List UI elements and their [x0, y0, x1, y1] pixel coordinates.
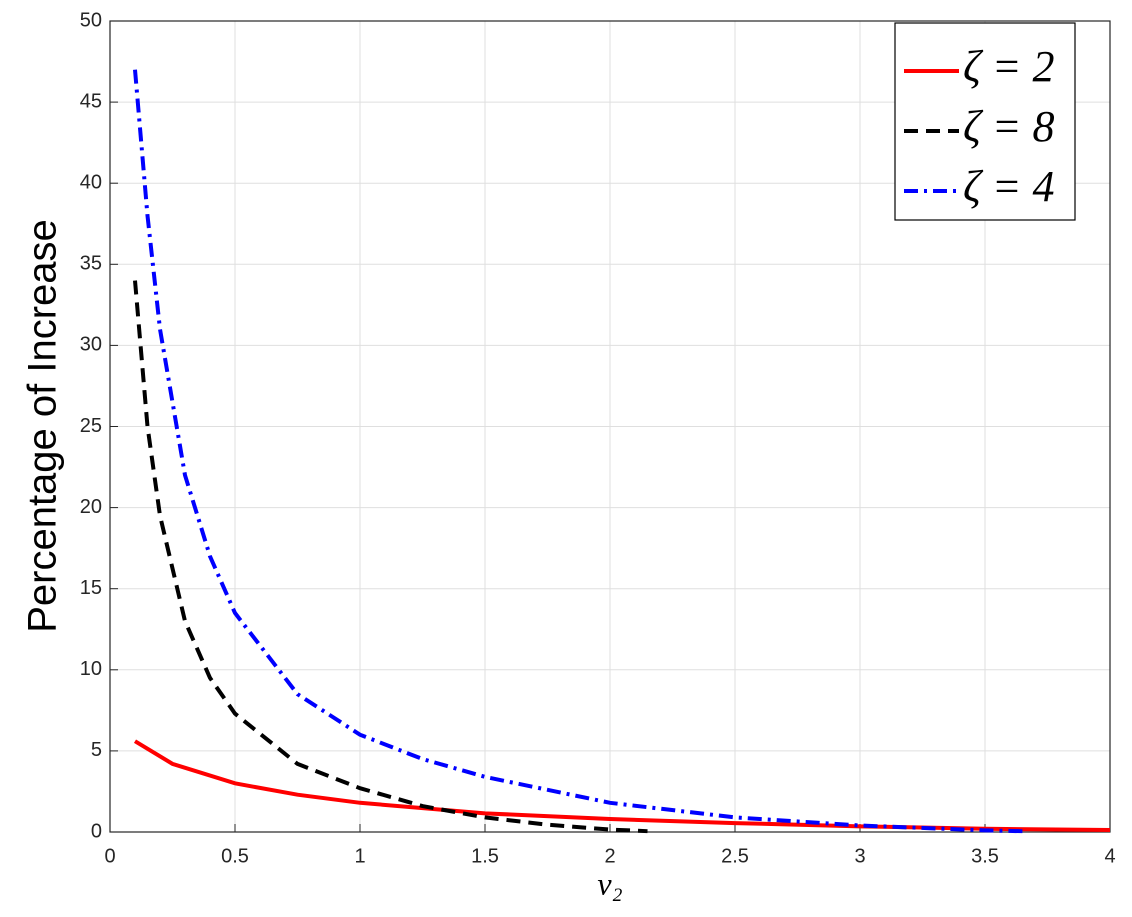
y-tick-label: 10 — [80, 658, 102, 680]
legend-label: ζ = 8 — [963, 102, 1055, 151]
y-axis-label: Percentage of Increase — [21, 219, 65, 633]
y-tick-label: 45 — [80, 90, 102, 112]
y-tick-label: 40 — [80, 171, 102, 193]
x-tick-label: 2 — [604, 845, 615, 867]
y-tick-label: 5 — [91, 739, 102, 761]
x-tick-label: 3 — [854, 845, 865, 867]
y-tick-label: 50 — [80, 9, 102, 31]
x-tick-label: 1.5 — [471, 845, 499, 867]
series-line — [133, 280, 648, 834]
plot-frame — [109, 20, 1111, 833]
x-tick-label: 2.5 — [721, 845, 749, 867]
legend-label: ζ = 2 — [963, 42, 1055, 91]
y-tick-label: 0 — [91, 820, 102, 842]
x-tick-label: 3.5 — [971, 845, 999, 867]
x-tick-label: 0.5 — [221, 845, 249, 867]
y-tick-label: 15 — [80, 577, 102, 599]
x-tick-label: 0 — [104, 845, 115, 867]
y-tick-label: 20 — [80, 496, 102, 518]
series-line — [133, 739, 1111, 833]
legend-label: ζ = 4 — [963, 162, 1055, 211]
legend-box — [894, 22, 1076, 221]
y-tick-label: 35 — [80, 253, 102, 275]
y-tick-label: 30 — [80, 334, 102, 356]
x-tick-label: 1 — [354, 845, 365, 867]
x-axis-label: v₂ — [597, 865, 622, 901]
series-line — [133, 69, 1023, 834]
x-tick-label: 4 — [1104, 845, 1115, 867]
y-tick-label: 25 — [80, 415, 102, 437]
